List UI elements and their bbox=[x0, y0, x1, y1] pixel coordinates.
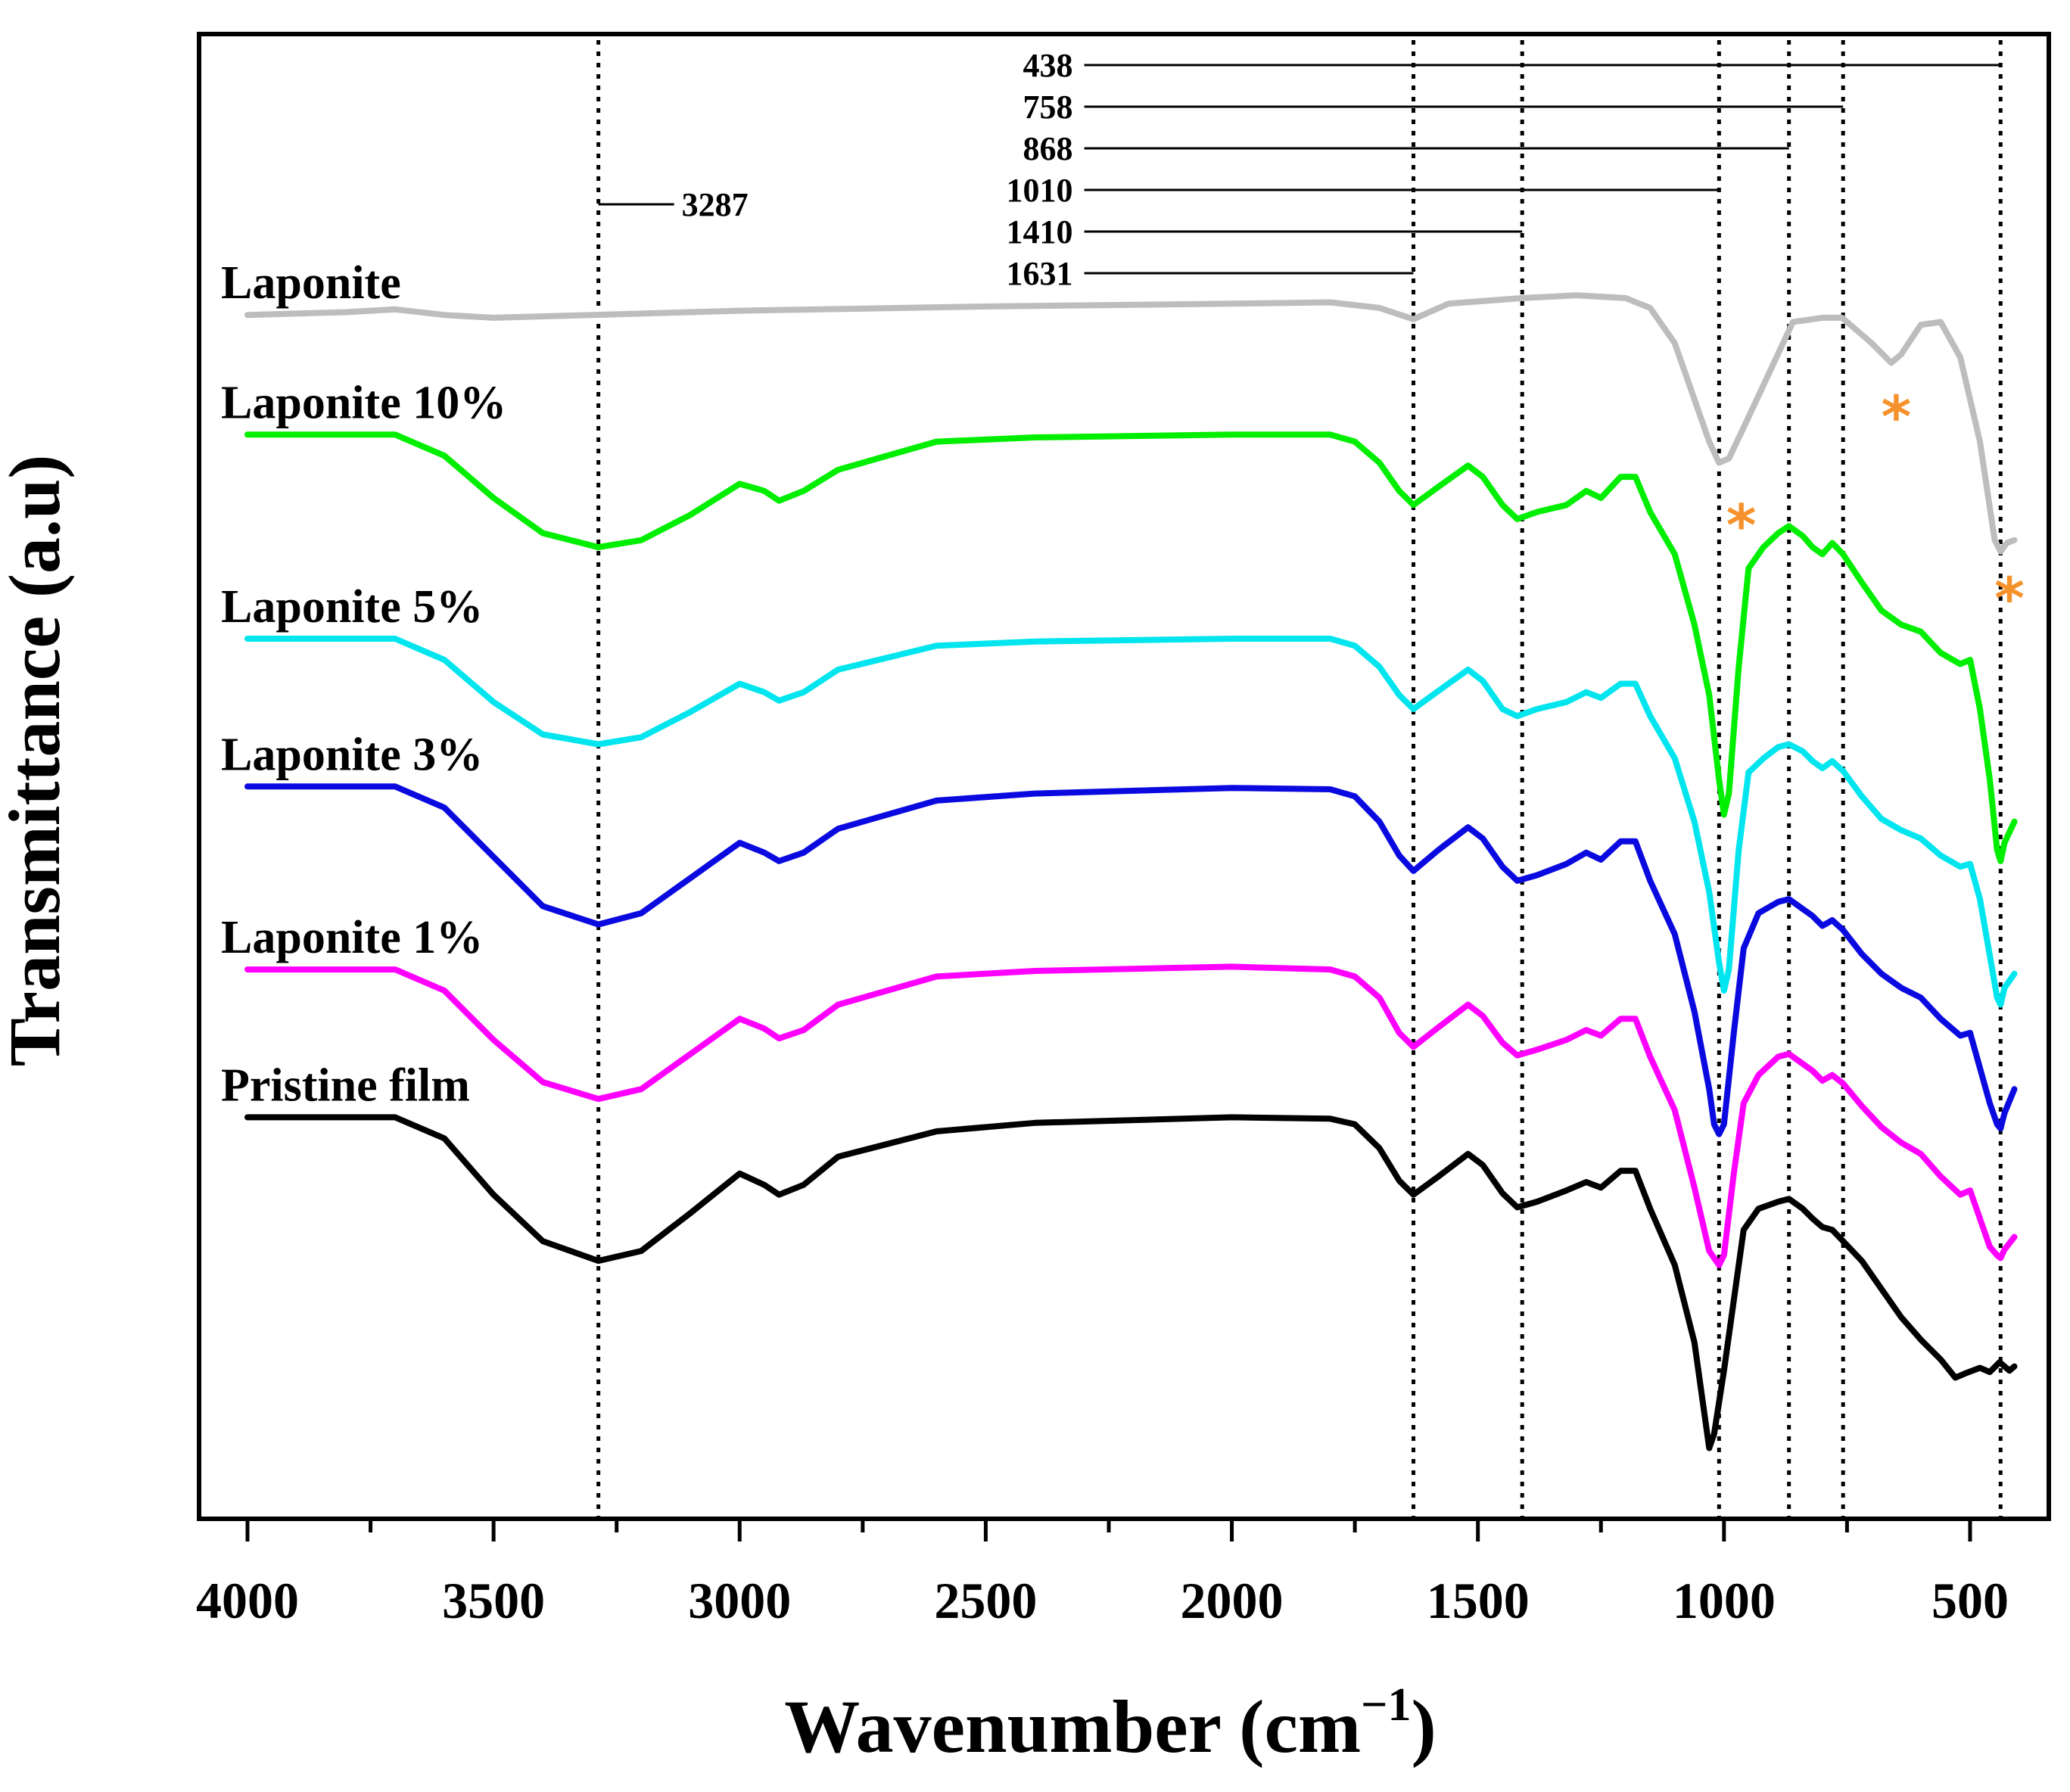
series-label-laponite: Laponite bbox=[221, 257, 401, 309]
curve-laponite-3pct bbox=[244, 783, 2018, 1137]
x-tick-label-1000: 1000 bbox=[1673, 1572, 1776, 1629]
series-labels: Laponite Laponite 10% Laponite 5% Laponite … bbox=[221, 257, 506, 1111]
x-tick-label-3000: 3000 bbox=[688, 1572, 791, 1629]
plot-frame bbox=[197, 32, 2051, 1521]
x-tick-label-4000: 4000 bbox=[196, 1572, 299, 1629]
x-axis-title: Wavenumber (cm−1) bbox=[784, 1679, 1437, 1769]
spectra-curves bbox=[244, 292, 2018, 1451]
series-label-laponite-5pct: Laponite 5% bbox=[221, 581, 483, 633]
curve-laponite-1pct bbox=[244, 963, 2018, 1268]
x-tick-label-2000: 2000 bbox=[1181, 1572, 1284, 1629]
asterisk-marker-1: * bbox=[1882, 383, 1912, 450]
x-tick-label-500: 500 bbox=[1931, 1572, 2009, 1629]
x-tick-label-2500: 2500 bbox=[934, 1572, 1037, 1629]
peak-label-758: 758 bbox=[1023, 89, 1073, 126]
curve-laponite-10pct bbox=[244, 431, 2018, 864]
peak-label-3287: 3287 bbox=[682, 186, 749, 223]
x-axis-ticks: 4000 3500 3000 2500 2000 1500 1000 500 bbox=[196, 1519, 2009, 1629]
x-axis-title-superscript: −1 bbox=[1361, 1679, 1411, 1731]
x-tick-label-1500: 1500 bbox=[1427, 1572, 1530, 1629]
asterisk-marker-3: * bbox=[1994, 565, 2025, 632]
peak-label-868: 868 bbox=[1023, 130, 1073, 167]
series-label-pristine-film: Pristine film bbox=[221, 1059, 470, 1111]
curve-pristine-film bbox=[244, 1114, 2018, 1451]
x-axis-title-suffix: ) bbox=[1412, 1685, 1437, 1769]
peak-label-1410: 1410 bbox=[1007, 213, 1073, 250]
peak-label-1010: 1010 bbox=[1007, 172, 1073, 209]
y-axis-title: Transmittance (a.u) bbox=[0, 455, 75, 1067]
series-label-laponite-10pct: Laponite 10% bbox=[221, 377, 506, 428]
curve-laponite-5pct bbox=[244, 636, 2018, 1008]
asterisk-marker-2: * bbox=[1726, 491, 1757, 558]
reference-lines bbox=[596, 40, 2003, 1519]
peak-label-1631: 1631 bbox=[1007, 255, 1073, 292]
curve-laponite bbox=[244, 292, 2018, 555]
series-label-laponite-1pct: Laponite 1% bbox=[221, 912, 483, 963]
series-label-laponite-3pct: Laponite 3% bbox=[221, 729, 483, 780]
x-tick-label-3500: 3500 bbox=[442, 1572, 545, 1629]
peak-label-438: 438 bbox=[1023, 47, 1073, 84]
asterisk-markers: * * * bbox=[1726, 383, 2025, 632]
x-axis-title-main: Wavenumber (cm bbox=[784, 1685, 1361, 1769]
peak-annotations: 438 758 868 1010 1410 1631 3287 bbox=[598, 47, 2001, 292]
